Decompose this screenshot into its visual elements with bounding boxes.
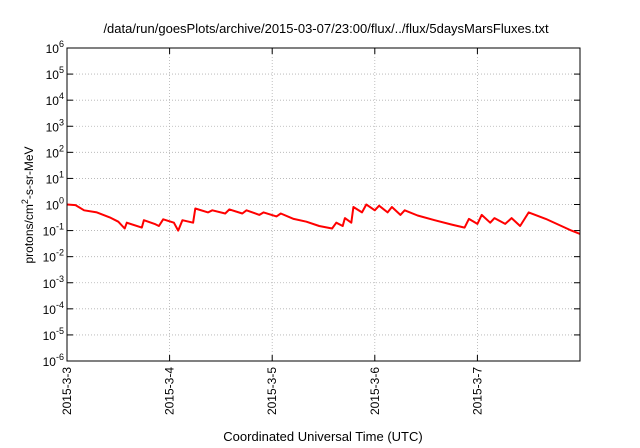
y-tick-label-base: 10 <box>43 251 57 265</box>
y-tick-label: 10-2 <box>43 248 64 265</box>
y-tick-labels: 10-610-510-410-310-210-11001011021031041… <box>43 39 64 369</box>
chart-title: /data/run/goesPlots/archive/2015-03-07/2… <box>103 21 549 36</box>
y-tick-label-base: 10 <box>43 355 57 369</box>
y-tick-label-exp: 0 <box>59 196 64 206</box>
y-tick-label: 10-6 <box>43 352 64 369</box>
y-tick-label-base: 10 <box>46 94 60 108</box>
y-tick-label-base: 10 <box>46 146 60 160</box>
y-tick-label-exp: 3 <box>59 117 64 127</box>
y-tick-label-base: 10 <box>43 329 57 343</box>
y-tick-label: 106 <box>46 39 64 56</box>
y-tick-label-exp: 2 <box>59 143 64 153</box>
y-axis-label-rest: -s-sr-MeV <box>22 146 36 199</box>
y-tick-label-exp: -4 <box>56 300 64 310</box>
x-tick-label: 2015-3-7 <box>470 367 484 415</box>
y-tick-label-exp: -5 <box>56 326 64 336</box>
series-line <box>67 203 580 235</box>
y-tick-label-base: 10 <box>46 42 60 56</box>
x-tick-labels: 2015-3-3 2015-3-4 2015-3-5 2015-3-6 2015-3-7 <box>60 367 484 415</box>
y-tick-label-base: 10 <box>43 225 57 239</box>
y-tick-label: 101 <box>46 169 64 186</box>
x-axis-label: Coordinated Universal Time (UTC) <box>223 429 422 444</box>
series-layer <box>67 203 580 235</box>
y-tick-label: 105 <box>46 65 64 82</box>
y-tick-label-base: 10 <box>46 120 60 134</box>
y-tick-label-base: 10 <box>46 172 60 186</box>
y-tick-label: 104 <box>46 91 64 108</box>
y-tick-label: 103 <box>46 117 64 134</box>
y-tick-label-exp: 4 <box>59 91 64 101</box>
x-tick-label: 2015-3-6 <box>368 367 382 415</box>
plot-frame <box>66 47 581 362</box>
y-tick-label-base: 10 <box>46 199 60 213</box>
y-axis-label-main: protons/cm <box>22 204 36 263</box>
y-tick-label-base: 10 <box>43 277 57 291</box>
y-tick-label: 10-4 <box>43 300 64 317</box>
y-tick-label-base: 10 <box>43 303 57 317</box>
x-tick-label: 2015-3-5 <box>265 367 279 415</box>
y-tick-label-exp: -6 <box>56 352 64 362</box>
y-axis-label: protons/cm2-s-sr-MeV <box>20 146 36 263</box>
y-tick-label: 10-3 <box>43 274 64 291</box>
y-tick-label-exp: 6 <box>59 39 64 49</box>
y-tick-label-exp: -1 <box>56 222 64 232</box>
grid <box>66 47 580 362</box>
y-tick-label-exp: 1 <box>59 169 64 179</box>
y-tick-label: 10-1 <box>43 222 64 239</box>
x-tick-label: 2015-3-4 <box>163 367 177 415</box>
y-tick-label: 100 <box>46 196 64 213</box>
y-tick-label-exp: -2 <box>56 248 64 258</box>
x-tick-label: 2015-3-3 <box>60 367 74 415</box>
y-axis-label-sup: 2 <box>20 199 30 204</box>
y-tick-label: 10-5 <box>43 326 64 343</box>
y-tick-label-exp: -3 <box>56 274 64 284</box>
y-tick-label-exp: 5 <box>59 65 64 75</box>
y-tick-label-base: 10 <box>46 68 60 82</box>
y-tick-label: 102 <box>46 143 64 160</box>
